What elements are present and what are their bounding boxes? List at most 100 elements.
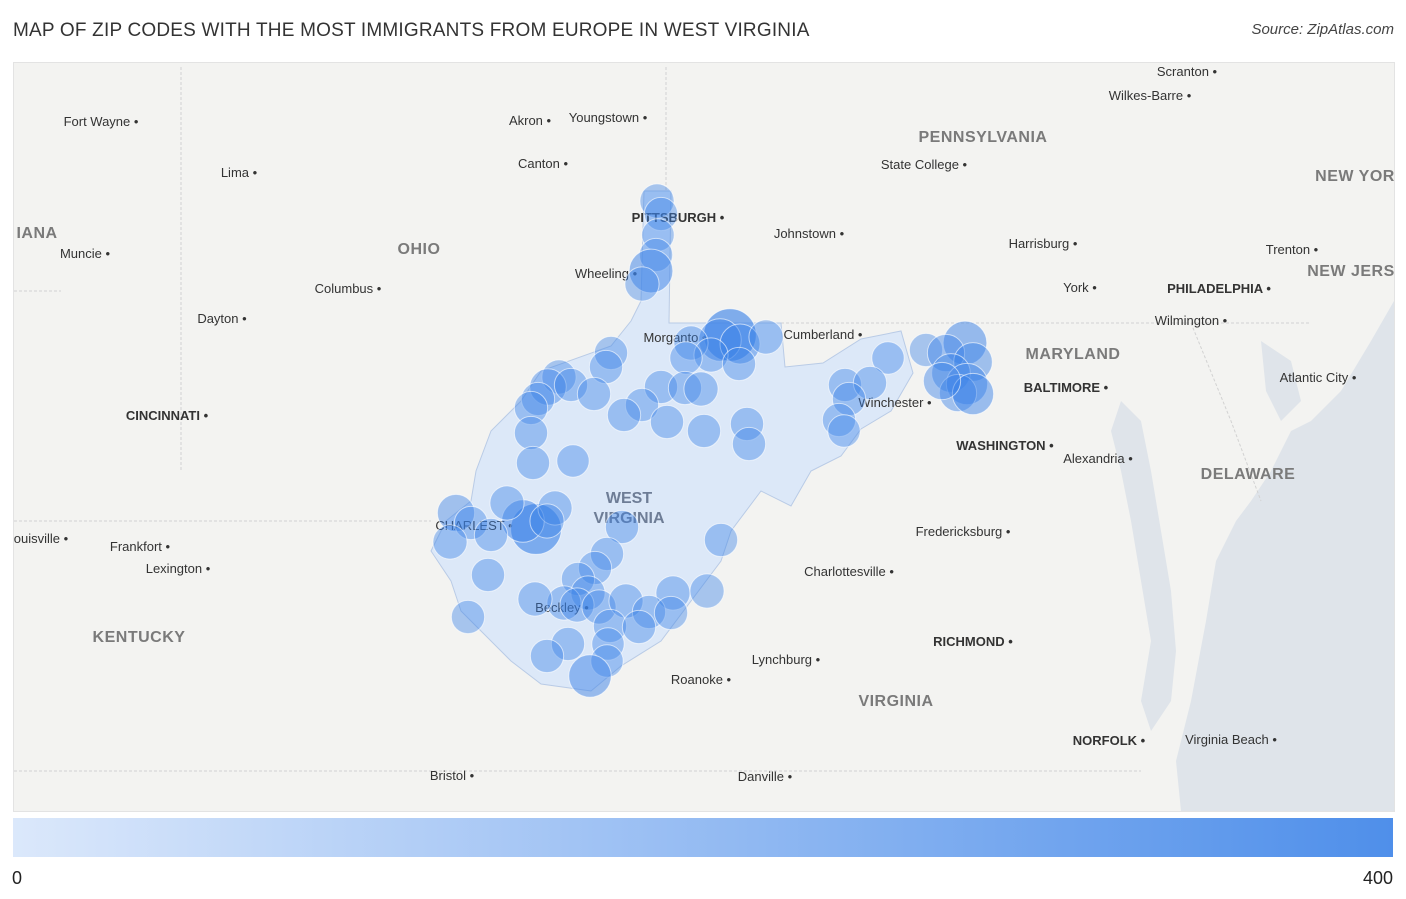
- zip-bubble[interactable]: [827, 367, 863, 403]
- legend-min-label: 0: [12, 868, 23, 888]
- city-label: Charlottesville •: [804, 564, 894, 579]
- zip-bubble[interactable]: [667, 370, 703, 406]
- state-label: DELAWARE: [1201, 466, 1296, 483]
- zip-bubble[interactable]: [606, 397, 642, 433]
- zip-bubble[interactable]: [568, 654, 612, 698]
- zip-bubble[interactable]: [592, 608, 628, 644]
- city-labels: Scranton • Wilkes-Barre • Fort Wayne • Akro…: [14, 64, 1357, 784]
- zip-bubble[interactable]: [621, 609, 657, 645]
- city-label: Cumberland •: [784, 327, 863, 342]
- zip-bubble[interactable]: [721, 346, 757, 382]
- zip-bubble[interactable]: [827, 414, 861, 448]
- zip-bubble[interactable]: [588, 349, 624, 385]
- map-canvas[interactable]: PENNSYLVANIA OHIO MARYLAND DELAWARE KENTUCKY…: [13, 62, 1395, 812]
- zip-bubble[interactable]: [926, 333, 966, 373]
- zip-bubble[interactable]: [703, 522, 739, 558]
- zip-bubble[interactable]: [693, 337, 729, 373]
- zip-bubble[interactable]: [951, 372, 995, 416]
- zip-bubble[interactable]: [581, 589, 617, 625]
- zip-bubble[interactable]: [513, 390, 549, 426]
- city-label: Fort Wayne •: [64, 114, 139, 129]
- zip-bubble[interactable]: [608, 583, 644, 619]
- zip-bubble[interactable]: [669, 341, 703, 375]
- state-label: NEW YOR: [1315, 168, 1394, 185]
- zip-bubble[interactable]: [628, 248, 674, 294]
- zip-bubble[interactable]: [731, 426, 767, 462]
- zip-bubble[interactable]: [576, 376, 612, 412]
- city-label: Wheeling •: [575, 266, 638, 281]
- zip-bubble[interactable]: [529, 503, 565, 539]
- zip-bubble[interactable]: [719, 323, 761, 365]
- city-label: BALTIMORE •: [1024, 380, 1109, 395]
- zip-bubble[interactable]: [683, 371, 719, 407]
- state-label: MARYLAND: [1026, 346, 1121, 363]
- zip-bubble[interactable]: [938, 373, 978, 413]
- city-label: Bristol •: [430, 768, 475, 783]
- zip-bubble[interactable]: [556, 444, 590, 478]
- zip-bubble[interactable]: [871, 341, 905, 375]
- zip-bubble[interactable]: [450, 599, 486, 635]
- zip-bubble[interactable]: [589, 536, 625, 572]
- zip-bubble[interactable]: [729, 406, 765, 442]
- zip-bubble[interactable]: [520, 381, 556, 417]
- zip-bubble[interactable]: [908, 332, 944, 368]
- zip-bubble[interactable]: [513, 415, 549, 451]
- city-label: Lynchburg •: [752, 652, 821, 667]
- zip-bubble[interactable]: [689, 573, 725, 609]
- zip-bubble[interactable]: [517, 581, 553, 617]
- city-label: RICHMOND •: [933, 634, 1013, 649]
- zip-bubble[interactable]: [649, 404, 685, 440]
- zip-bubble[interactable]: [624, 266, 660, 302]
- state-label: KENTUCKY: [93, 629, 186, 646]
- city-label: Fredericksburg •: [916, 524, 1011, 539]
- zip-bubble[interactable]: [432, 524, 468, 560]
- zip-bubble[interactable]: [550, 626, 586, 662]
- city-label: PHILADELPHIA •: [1167, 281, 1271, 296]
- source-credit: Source: ZipAtlas.com: [1251, 21, 1394, 38]
- city-label: Wilmington •: [1155, 313, 1228, 328]
- west-virginia-shape: [430, 190, 914, 692]
- city-label: Muncie •: [60, 246, 111, 261]
- zip-bubble[interactable]: [570, 575, 606, 611]
- zip-bubble[interactable]: [748, 319, 784, 355]
- city-label: Roanoke •: [671, 672, 732, 687]
- map-svg: PENNSYLVANIA OHIO MARYLAND DELAWARE KENTUCKY…: [14, 64, 1394, 811]
- zip-bubble[interactable]: [593, 335, 629, 371]
- zip-bubble[interactable]: [639, 183, 675, 219]
- state-label: NEW JERS: [1307, 263, 1394, 280]
- city-label: WASHINGTON •: [956, 438, 1054, 453]
- state-label: IANA: [16, 225, 57, 242]
- city-label: ouisville •: [14, 531, 69, 546]
- city-label: Dayton •: [197, 311, 247, 326]
- zip-bubble[interactable]: [686, 413, 722, 449]
- zip-bubble[interactable]: [553, 367, 589, 403]
- city-label: Wilkes-Barre •: [1109, 88, 1192, 103]
- city-label: Canton •: [518, 156, 569, 171]
- city-label: Lexington •: [146, 561, 211, 576]
- zip-bubble[interactable]: [515, 445, 551, 481]
- zip-bubble[interactable]: [546, 585, 582, 621]
- zip-bubble[interactable]: [489, 485, 525, 521]
- city-label: Akron •: [509, 113, 552, 128]
- zip-bubble[interactable]: [922, 361, 962, 401]
- zip-bubble[interactable]: [604, 509, 640, 545]
- zip-bubble[interactable]: [591, 627, 625, 661]
- state-label: VIRGINIA: [858, 693, 933, 710]
- zip-bubble[interactable]: [473, 517, 509, 553]
- zip-bubble[interactable]: [653, 595, 689, 631]
- zip-bubble[interactable]: [529, 368, 567, 406]
- zip-bubbles[interactable]: [432, 183, 995, 698]
- city-label: Frankfort •: [110, 539, 171, 554]
- legend-max-label: 400: [1362, 868, 1393, 888]
- legend-color-bar: [13, 818, 1393, 857]
- zip-bubble[interactable]: [470, 557, 506, 593]
- zip-bubble[interactable]: [643, 196, 679, 232]
- zip-bubble[interactable]: [529, 638, 565, 674]
- zip-bubble[interactable]: [624, 387, 660, 423]
- city-label: York •: [1063, 280, 1097, 295]
- city-label: Youngstown •: [569, 110, 648, 125]
- city-label: Columbus •: [315, 281, 382, 296]
- city-label: State College •: [881, 157, 968, 172]
- zip-bubble[interactable]: [436, 493, 476, 533]
- zip-bubble[interactable]: [643, 369, 679, 405]
